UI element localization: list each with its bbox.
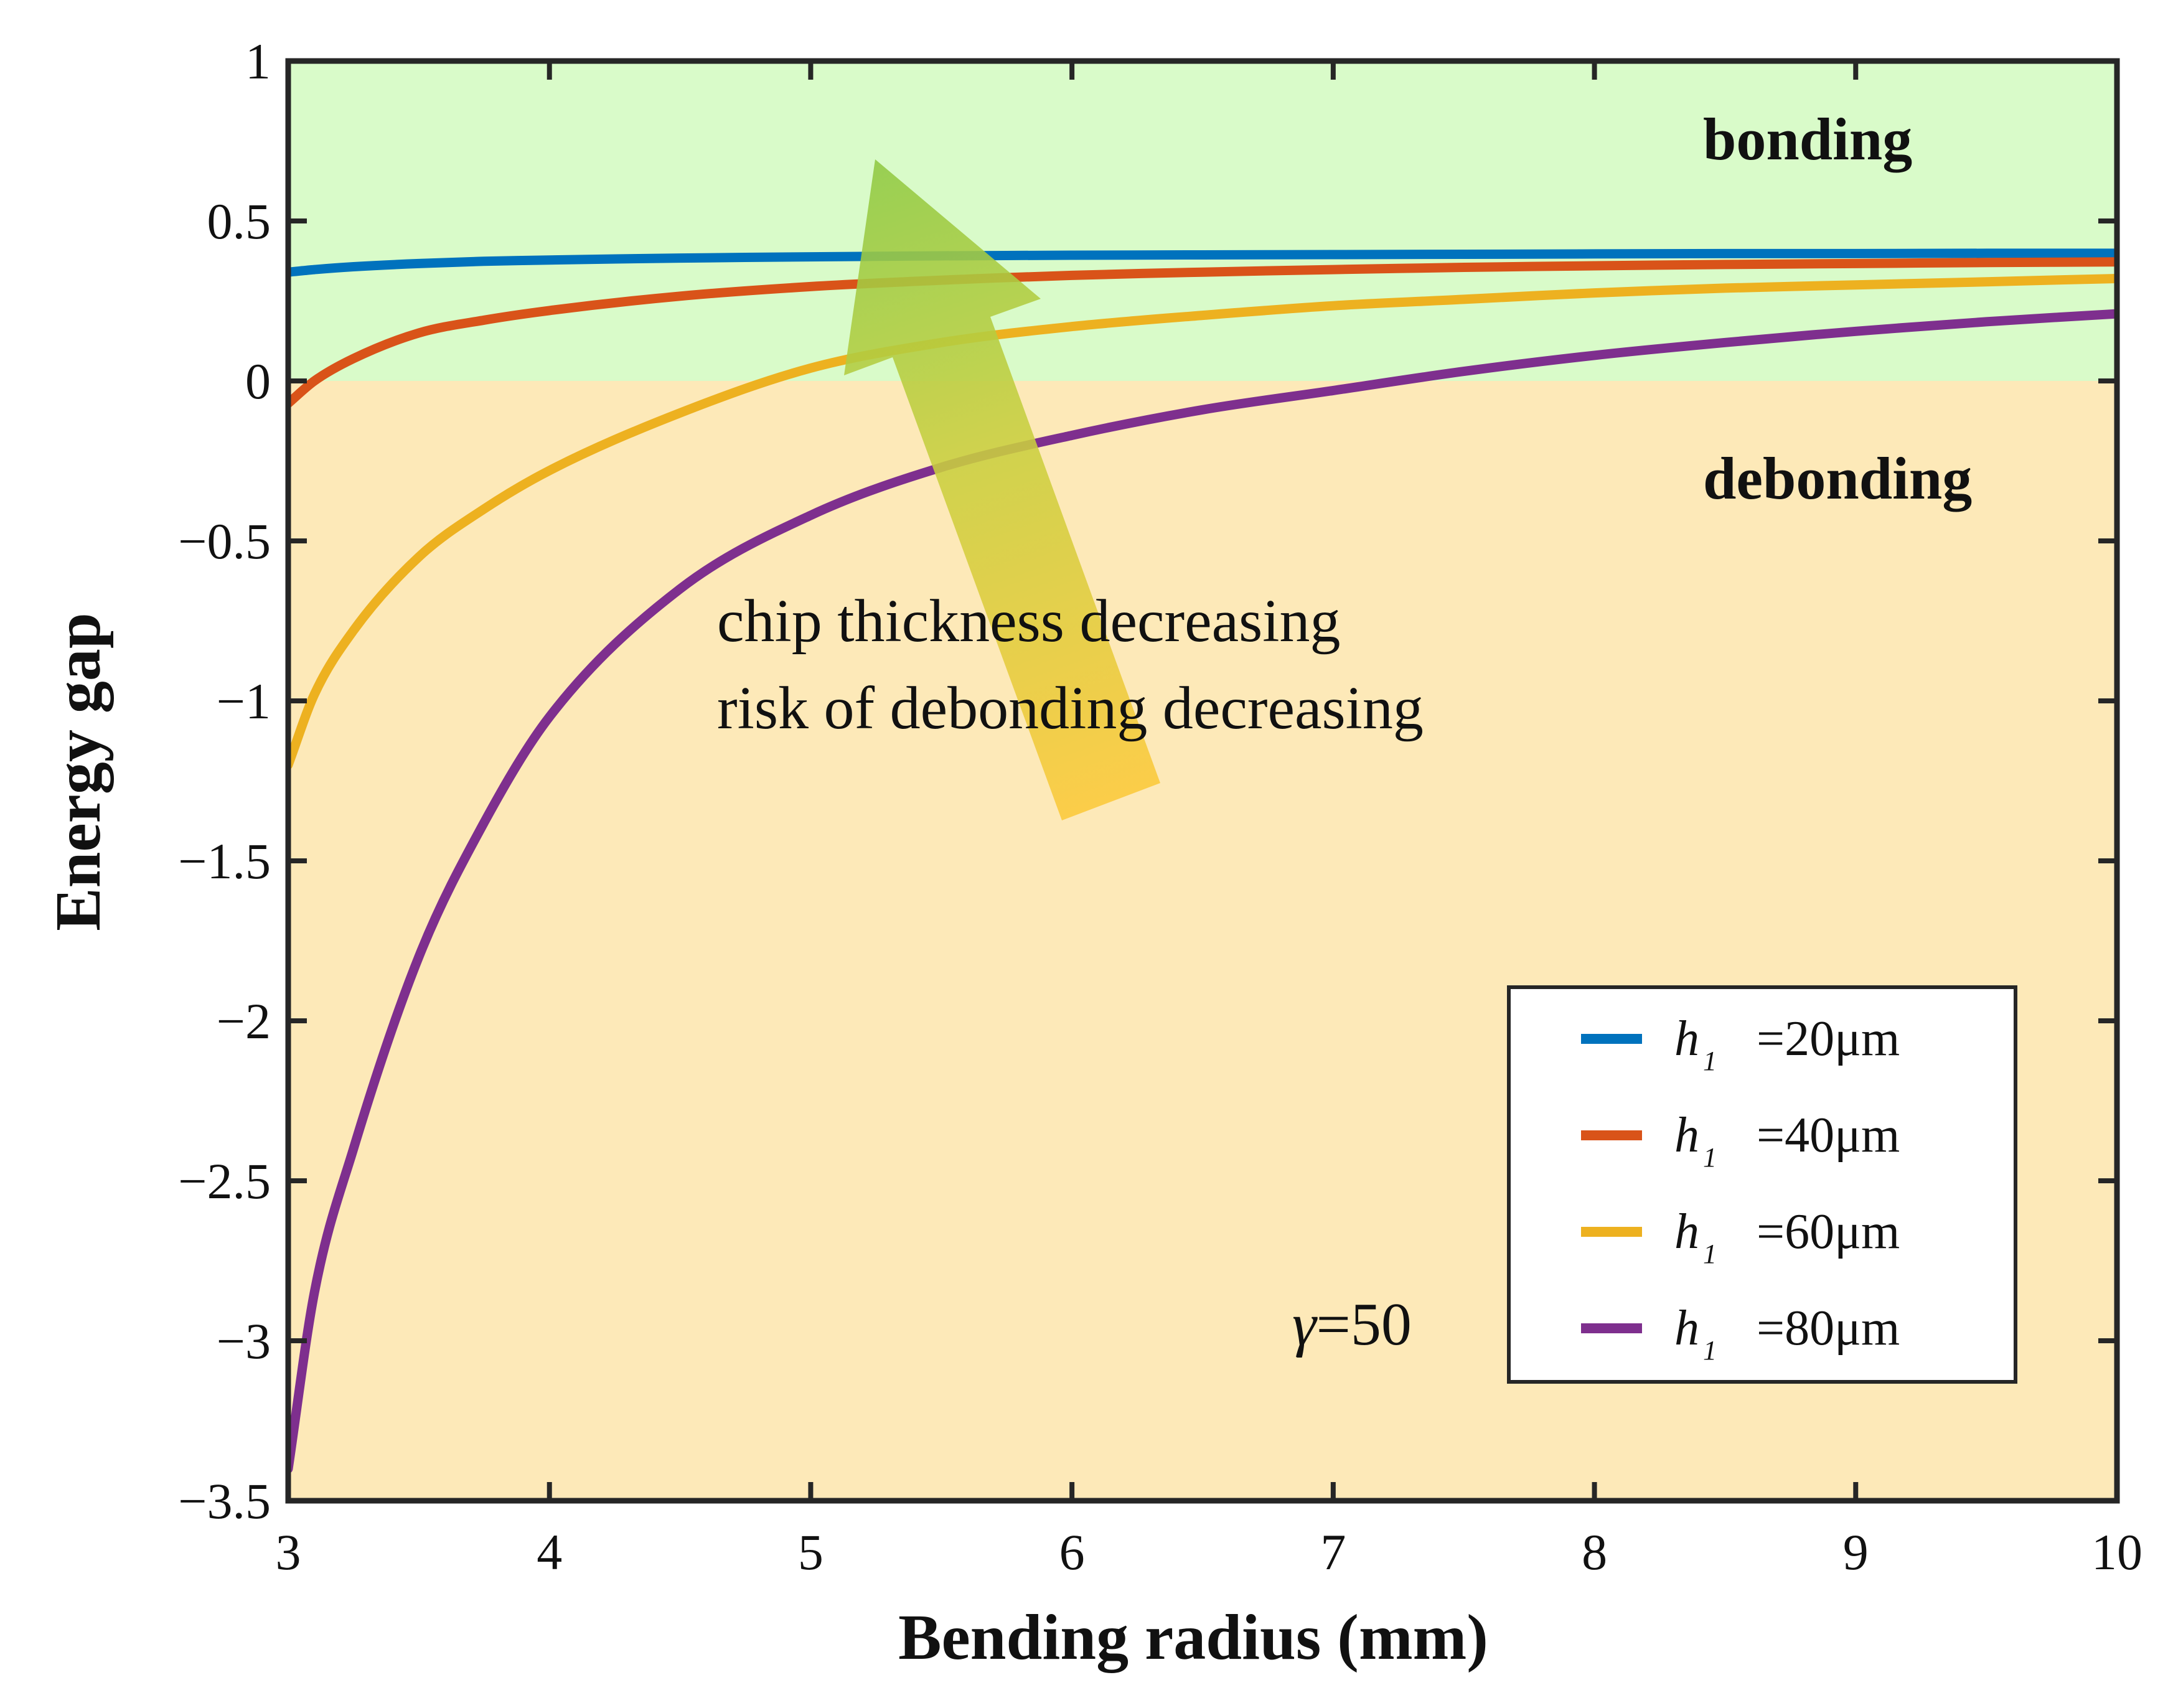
x-tick-label: 10	[2091, 1524, 2142, 1580]
y-tick-label: −3	[217, 1313, 271, 1369]
x-axis-title: Bending radius (mm)	[898, 1602, 1488, 1673]
y-tick-label: −1.5	[178, 833, 271, 889]
legend-label-2: =40μm	[1757, 1108, 1900, 1163]
legend-label-4: =80μm	[1757, 1301, 1900, 1356]
x-tick-label: 7	[1320, 1524, 1346, 1580]
legend-sub-2: 1	[1703, 1142, 1717, 1173]
y-tick-label: 1	[245, 33, 271, 90]
annotations: chip thickness decreasing risk of debond…	[717, 588, 1424, 1358]
y-axis-title: Energy gap	[42, 612, 114, 931]
series-line-3	[288, 274, 2117, 770]
trend-arrow	[844, 159, 1160, 820]
y-tick-label: 0	[245, 353, 271, 410]
x-tick-label: 8	[1582, 1524, 1607, 1580]
bonding-region-label: bonding	[1703, 106, 1912, 172]
region-labels: bonding debonding	[1703, 106, 1972, 512]
plot-frame	[285, 58, 2120, 1504]
arrow-annotation-line2: risk of debonding decreasing	[717, 675, 1424, 742]
y-tick-label: −2.5	[178, 1153, 271, 1209]
y-tick-label: −0.5	[178, 513, 271, 570]
y-tick-label: 0.5	[207, 193, 271, 250]
y-tick-label: −1	[217, 673, 271, 730]
debonding-region-label: debonding	[1703, 445, 1972, 512]
bonding-region	[288, 61, 2117, 381]
x-tick-label: 5	[798, 1524, 824, 1580]
arrow-annotation-line1: chip thickness decreasing	[717, 588, 1340, 655]
legend-var-2: h	[1674, 1108, 1699, 1163]
series-line-2	[288, 257, 2117, 408]
legend-label-1: =20μm	[1757, 1011, 1900, 1066]
legend-sub-3: 1	[1703, 1239, 1717, 1269]
legend-sub-1: 1	[1703, 1046, 1717, 1076]
series-line-1	[288, 248, 2117, 277]
tick-labels: 3 4 5 6 7 8 9 10 1 0.5 0 −0.5 −1 −1.5 −2 −2.5 −3 −3.5	[178, 33, 2142, 1580]
gamma-value: =50	[1316, 1291, 1412, 1358]
legend-sub-4: 1	[1703, 1335, 1717, 1366]
legend-var-4: h	[1674, 1301, 1699, 1356]
x-tick-label: 3	[276, 1524, 301, 1580]
gamma-symbol: γ	[1292, 1291, 1318, 1358]
legend-box	[1507, 985, 2017, 1384]
gamma-annotation: γ=50	[1292, 1291, 1412, 1358]
y-tick-label: −3.5	[178, 1473, 271, 1529]
axis-ticks	[288, 61, 2117, 1501]
y-tick-label: −2	[217, 993, 271, 1049]
x-tick-label: 6	[1059, 1524, 1085, 1580]
x-tick-label: 9	[1843, 1524, 1869, 1580]
x-tick-label: 4	[537, 1524, 562, 1580]
legend-label-3: =60μm	[1757, 1204, 1900, 1259]
legend-var-3: h	[1674, 1204, 1699, 1259]
legend-var-1: h	[1674, 1011, 1699, 1066]
